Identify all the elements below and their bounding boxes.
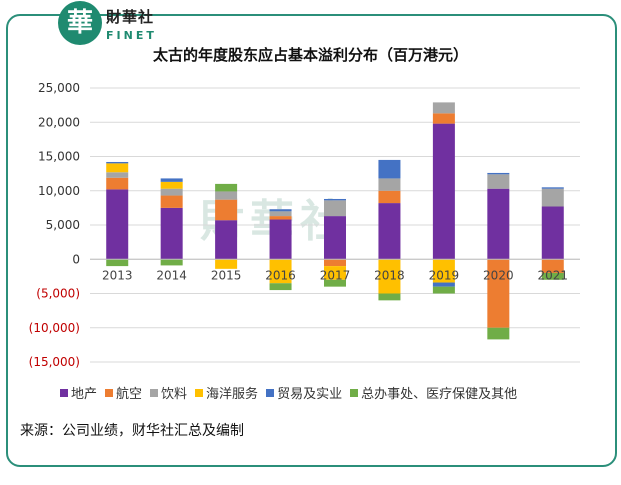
y-tick-label: 0: [72, 252, 80, 266]
bar-segment: [269, 209, 292, 212]
legend-label: 总办事处、医疗保健及其他: [361, 387, 518, 402]
brand-name-cn: 財華社: [106, 8, 155, 26]
bar-segment: [269, 219, 292, 260]
x-tick-label: 2019: [429, 268, 460, 282]
bar-segment: [269, 283, 292, 291]
bar-segment: [432, 123, 455, 260]
y-tick-label: 5,000: [46, 218, 80, 232]
legend-label: 地产: [71, 387, 98, 402]
y-tick-label: 15,000: [38, 150, 80, 164]
brand-block: 財華社 FINET: [106, 6, 157, 42]
x-tick-label: 2016: [265, 268, 296, 282]
x-tick-label: 2017: [320, 268, 351, 282]
bar-segment: [432, 102, 455, 114]
bar-segment: [215, 183, 238, 192]
bar-segment: [378, 159, 401, 179]
y-tick-label: 25,000: [38, 81, 80, 95]
bar-segment: [269, 211, 292, 217]
bar-segment: [432, 259, 455, 283]
x-tick-label: 2015: [211, 268, 242, 282]
bar-segment: [106, 189, 129, 260]
y-tick-label: 10,000: [38, 184, 80, 198]
bar-segment: [432, 282, 455, 287]
legend-swatch: [350, 388, 359, 397]
legend-label: 饮料: [161, 387, 188, 402]
bar-segment: [160, 188, 183, 196]
bar-segment: [378, 190, 401, 204]
bar-segment: [106, 161, 129, 164]
bar-segment: [541, 187, 564, 189]
chart-legend: 地产 航空 饮料 海洋服务 贸易及实业 总办事处、医疗保健及其他: [60, 383, 517, 402]
bar-segment: [106, 163, 129, 173]
legend-item: 贸易及实业: [266, 383, 342, 402]
bar-segment: [541, 206, 564, 260]
bar-segment: [106, 177, 129, 190]
bar-segment: [487, 188, 510, 260]
legend-item: 饮料: [150, 383, 187, 402]
legend-label: 海洋服务: [206, 387, 259, 402]
x-tick-label: 2018: [374, 268, 405, 282]
bar-segment: [378, 293, 401, 301]
bar-segment: [215, 220, 238, 260]
bar-segment: [160, 181, 183, 189]
y-tick-label: (15,000): [29, 355, 80, 369]
bar-segment: [378, 178, 401, 191]
bar-segment: [106, 172, 129, 178]
bar-segment: [269, 259, 292, 284]
brand-name-en: FINET: [106, 29, 157, 42]
bar-segment: [215, 259, 238, 269]
bar-segment: [541, 188, 564, 207]
legend-swatch: [266, 388, 275, 397]
bar-segment: [324, 198, 346, 201]
bar-segment: [378, 203, 401, 260]
bar-segment: [487, 327, 510, 340]
source-note: 来源：公司业绩，财华社汇总及编制: [20, 423, 244, 439]
legend-item: 地产: [60, 383, 97, 402]
legend-swatch: [60, 388, 68, 397]
bar-segment: [487, 174, 510, 189]
legend-item: 航空: [105, 383, 142, 402]
bar-segment: [324, 216, 346, 260]
legend-item: 总办事处、医疗保健及其他: [350, 383, 517, 402]
x-tick-label: 2020: [483, 268, 514, 282]
bar-segment: [160, 195, 183, 208]
bar-segment: [541, 272, 564, 280]
bar-segment: [324, 259, 346, 267]
bar-segment: [215, 199, 238, 221]
bar-segment: [269, 216, 292, 220]
bar-segment: [432, 286, 455, 294]
finet-logo: 華: [58, 1, 102, 45]
x-tick-label: 2014: [156, 268, 187, 282]
bar-segment: [541, 259, 564, 273]
y-tick-label: (5,000): [36, 287, 80, 301]
bar-segment: [324, 200, 346, 217]
bar-segment: [432, 113, 455, 124]
legend-swatch: [105, 388, 114, 397]
bar-segment: [160, 178, 183, 182]
bar-segment: [160, 207, 183, 260]
chart-title: 太古的年度股东应占基本溢利分布（百万港元）: [152, 46, 468, 64]
bar-segment: [324, 279, 346, 287]
legend-swatch: [150, 388, 159, 397]
legend-swatch: [195, 388, 204, 397]
legend-label: 航空: [116, 387, 143, 402]
x-tick-label: 2021: [538, 268, 569, 282]
bar-segment: [324, 266, 346, 280]
legend-label: 贸易及实业: [277, 387, 343, 402]
x-tick-label: 2013: [102, 268, 133, 282]
bar-segment: [487, 259, 510, 328]
bar-segment: [106, 259, 129, 267]
bar-segment: [378, 259, 401, 294]
legend-item: 海洋服务: [195, 383, 258, 402]
bar-segment: [215, 191, 238, 200]
y-tick-label: 20,000: [38, 115, 80, 129]
bar-segment: [487, 172, 510, 175]
y-tick-label: (10,000): [29, 321, 80, 335]
bar-segment: [160, 259, 183, 266]
